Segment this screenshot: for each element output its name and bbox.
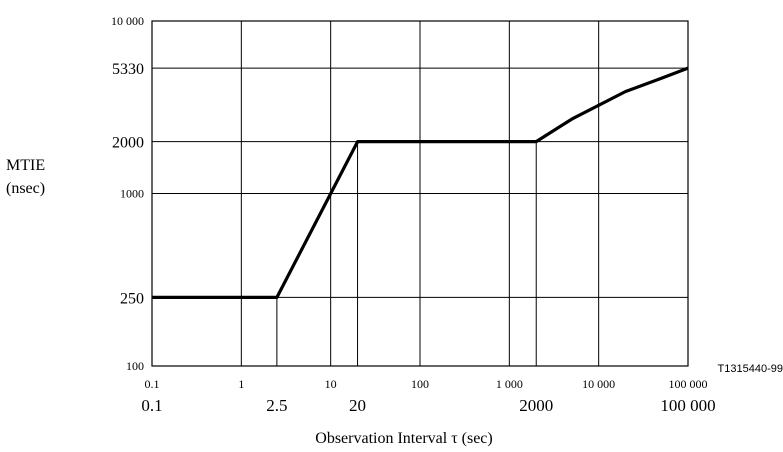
x-tick-label: 0.1 (145, 377, 160, 391)
x-tick-label: 10 (325, 377, 337, 391)
y-tick-label: 10 000 (111, 14, 144, 28)
x-tick-label: 1 000 (496, 377, 523, 391)
y-tick-label: 2000 (112, 135, 144, 152)
y-tick-label: 1000 (120, 187, 144, 201)
x-key-value-label: 2.5 (266, 396, 287, 415)
grid (152, 21, 688, 366)
x-axis-label: Observation Interval τ (sec) (315, 430, 492, 447)
x-key-value-label: 20 (349, 396, 366, 415)
x-tick-label: 100 (411, 377, 429, 391)
y-axis-label-line2: (nsec) (6, 180, 45, 197)
x-key-value-label: 100 000 (660, 396, 715, 415)
x-tick-label: 1 (238, 377, 244, 391)
x-tick-label: 100 000 (669, 377, 708, 391)
figure-id: T1315440-99 (718, 363, 783, 375)
marks (152, 66, 689, 299)
plot-frame (151, 20, 689, 367)
y-tick-label: 250 (120, 290, 144, 307)
y-axis-label-line1: MTIE (6, 157, 45, 174)
y-tick-label: 100 (126, 359, 144, 373)
series-line (152, 66, 689, 299)
x-tick-label: 10 000 (582, 377, 615, 391)
x-key-value-label: 0.1 (141, 396, 162, 415)
labels: 100 250 1000 2000 5330 10 000 0.1 1 10 100 1 000 10… (111, 14, 716, 415)
y-tick-label: 5330 (112, 61, 144, 78)
x-key-value-label: 2000 (519, 396, 553, 415)
